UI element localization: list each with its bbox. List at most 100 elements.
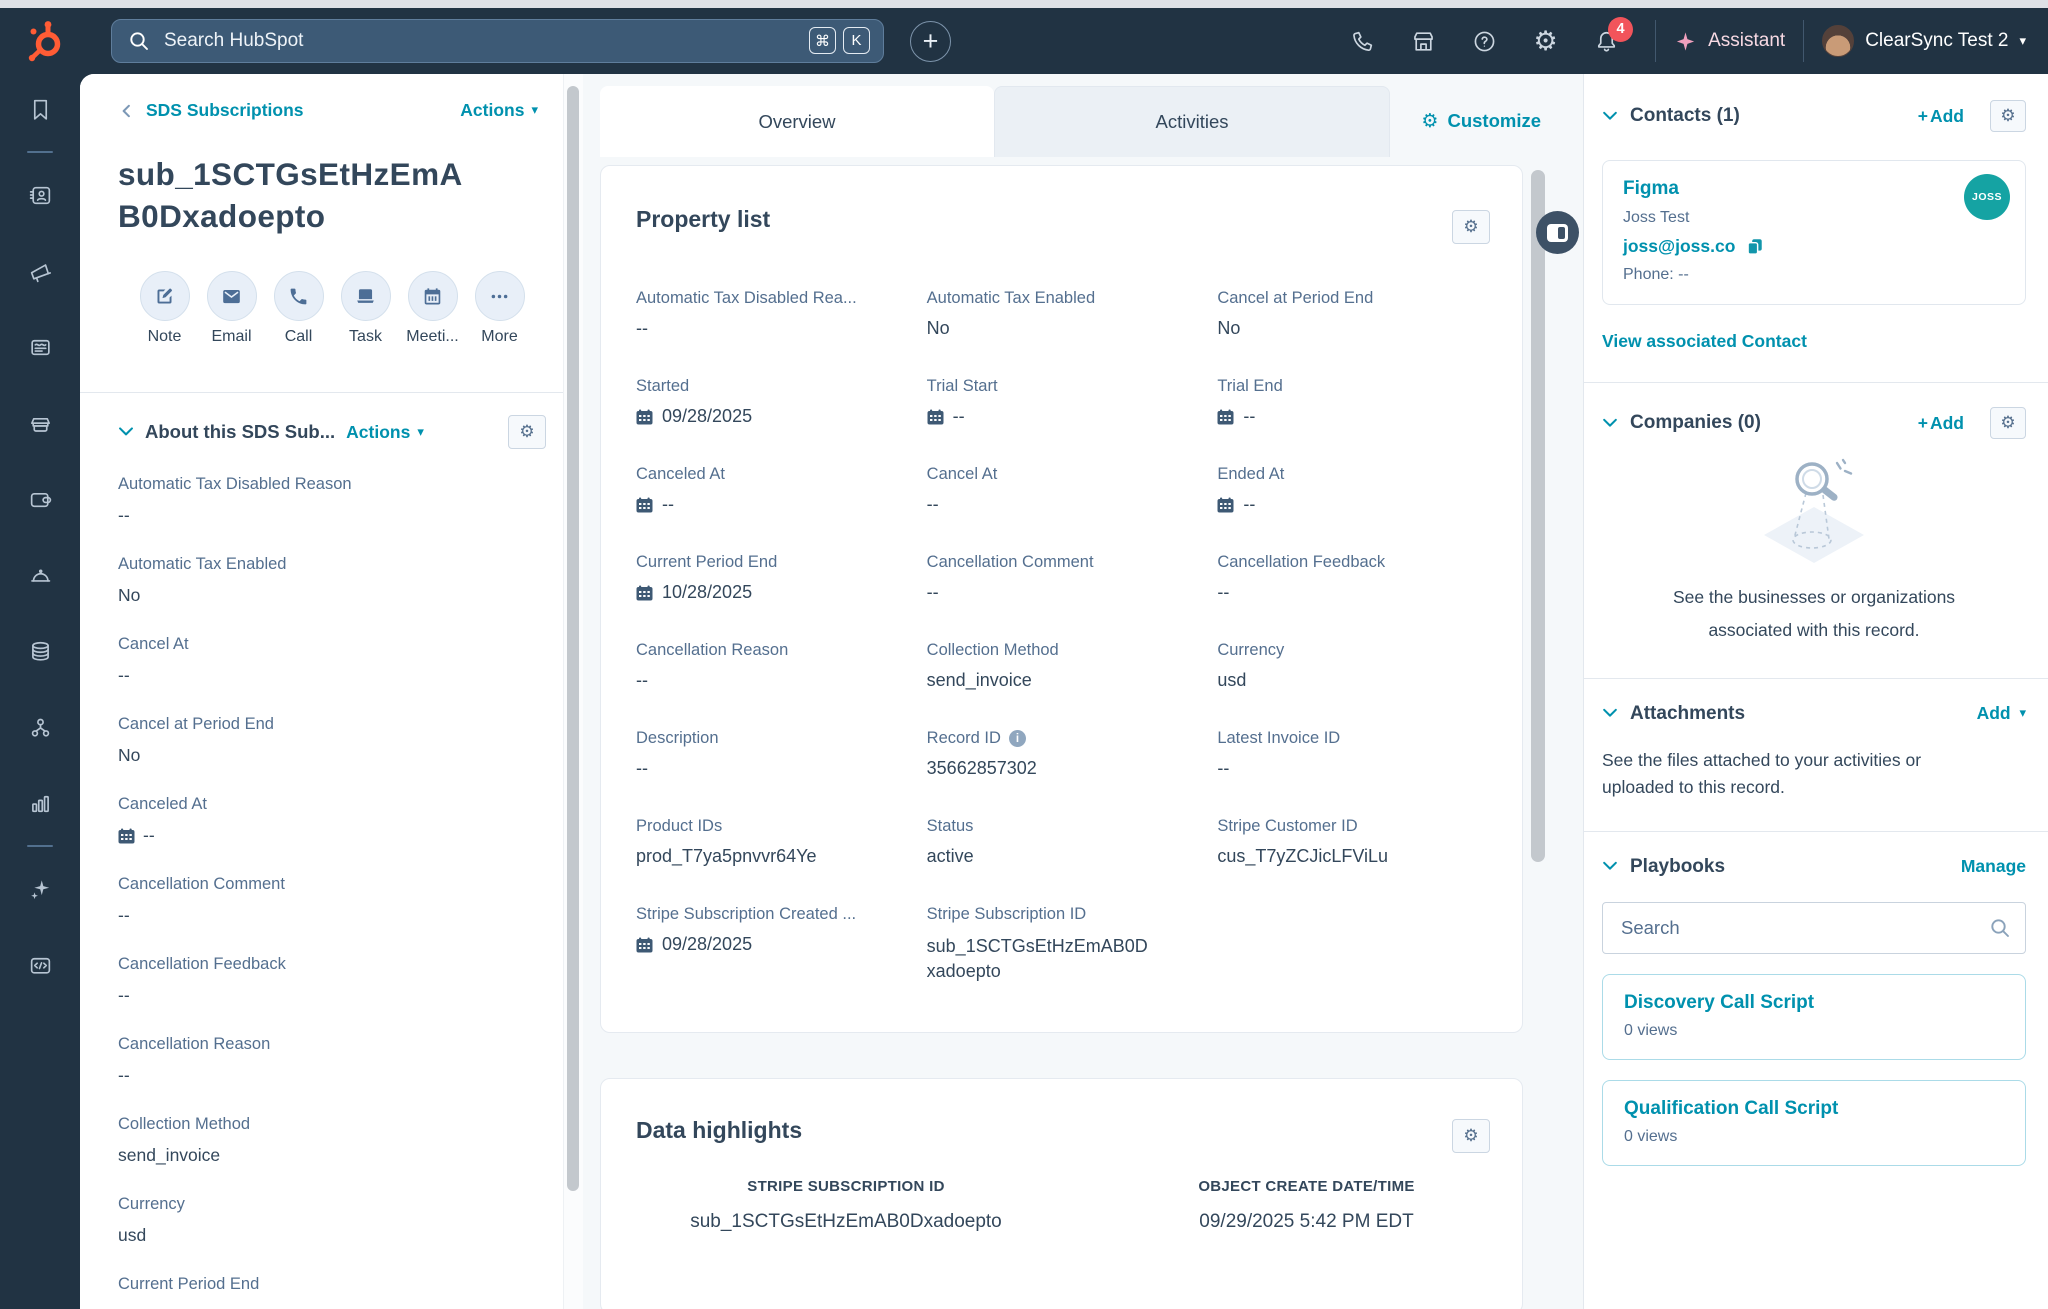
about-title: About this SDS Sub... [145, 421, 336, 443]
content-newsletter-icon[interactable] [28, 334, 53, 360]
chevron-left-icon[interactable] [118, 102, 135, 120]
divider [80, 392, 583, 394]
calendar-icon [636, 497, 653, 512]
property-cell: Cancellation Reason -- [636, 641, 789, 690]
add-company-button[interactable]: + Add [1917, 412, 1964, 433]
help-icon[interactable] [1454, 29, 1515, 54]
property-cell: Currency usd [1217, 641, 1285, 690]
tab-activities[interactable]: Activities [994, 86, 1390, 157]
notification-count-badge: 4 [1608, 16, 1634, 42]
property-cell: Cancellation Feedback -- [1217, 553, 1386, 602]
property-cell: Trial End -- [1217, 377, 1283, 426]
chevron-down-icon[interactable] [1602, 417, 1618, 430]
marketing-megaphone-icon[interactable] [28, 258, 53, 284]
calendar-icon [636, 409, 653, 424]
automations-workflow-icon[interactable] [28, 714, 53, 740]
tab-overview[interactable]: Overview [600, 86, 994, 157]
service-bell-icon[interactable] [28, 562, 53, 588]
contact-card[interactable]: Figma Joss Test joss@joss.co Phone: -- J… [1602, 160, 2026, 305]
crm-contacts-icon[interactable] [28, 182, 53, 208]
calling-icon[interactable] [1332, 29, 1393, 54]
more-button[interactable]: More [473, 271, 526, 346]
property: Cancellation Reason -- [118, 1035, 271, 1086]
add-attachment-button[interactable]: Add ▾ [1976, 703, 2026, 723]
calendar-icon [118, 828, 135, 844]
note-button[interactable]: Note [138, 271, 191, 346]
view-associated-contact-link[interactable]: View associated Contact [1602, 331, 1807, 351]
notifications-bell-icon[interactable]: 4 [1576, 16, 1637, 54]
call-button[interactable]: Call [272, 271, 325, 346]
about-section-header: About this SDS Sub... Actions ▾ ⚙ [118, 415, 546, 450]
email-button[interactable]: Email [205, 271, 258, 346]
divider [1584, 382, 2048, 383]
contact-name-link[interactable]: Figma [1623, 178, 1679, 199]
playbook-card[interactable]: Qualification Call Script 0 views [1602, 1079, 2026, 1166]
contacts-settings-button[interactable]: ⚙ [1990, 100, 2026, 132]
create-button[interactable]: + [910, 20, 951, 62]
record-actions-button[interactable]: Actions ▾ [460, 100, 538, 120]
about-settings-button[interactable]: ⚙ [508, 415, 546, 450]
highlight-item: STRIPE SUBSCRIPTION ID sub_1SCTGsEtHzEmA… [690, 1178, 1002, 1233]
customize-button[interactable]: ⚙ Customize [1421, 110, 1541, 132]
playbook-name-link[interactable]: Discovery Call Script [1624, 991, 1815, 1013]
property: Automatic Tax Enabled No [118, 555, 287, 606]
browser-edge [0, 0, 2048, 8]
property-list-settings-button[interactable]: ⚙ [1452, 210, 1490, 244]
record-tabs: Overview Activities [600, 86, 1390, 157]
data-highlights-card: Data highlights ⚙ STRIPE SUBSCRIPTION ID… [600, 1078, 1523, 1309]
chevron-down-icon[interactable] [1602, 707, 1618, 720]
account-menu[interactable]: ClearSync Test 2 ▾ [1822, 25, 2026, 57]
info-icon[interactable]: i [1008, 730, 1026, 747]
data-highlights-grid: STRIPE SUBSCRIPTION ID sub_1SCTGsEtHzEmA… [601, 1178, 1522, 1233]
ai-sparkle-icon[interactable] [28, 876, 53, 902]
copy-icon[interactable] [1744, 236, 1764, 257]
sparkle-icon [1676, 31, 1695, 51]
commerce-tray-icon[interactable] [28, 410, 53, 436]
about-actions-button[interactable]: Actions ▾ [346, 421, 424, 442]
divider [1584, 830, 2048, 832]
developer-code-icon[interactable] [28, 952, 53, 978]
property: Cancellation Feedback -- [118, 955, 286, 1006]
calendar-icon [636, 937, 653, 952]
data-highlights-settings-button[interactable]: ⚙ [1452, 1119, 1490, 1154]
record-center-panel: Overview Activities ⚙ Customize Property… [583, 74, 1583, 1309]
playbook-name-link[interactable]: Qualification Call Script [1624, 1097, 1839, 1119]
command-key-badge: ⌘ [809, 27, 836, 54]
payments-wallet-icon[interactable] [28, 486, 53, 512]
back-link[interactable]: SDS Subscriptions [146, 100, 304, 120]
playbook-card[interactable]: Discovery Call Script 0 views [1602, 973, 2026, 1060]
meeting-calendar-icon [424, 288, 441, 305]
assistant-label: Assistant [1708, 30, 1786, 51]
contact-email-link[interactable]: joss@joss.co [1623, 236, 1736, 256]
contact-avatar: JOSS [1964, 174, 2010, 220]
bookmarks-icon[interactable] [28, 96, 53, 122]
scrollbar-thumb[interactable] [567, 86, 579, 1191]
settings-gear-icon[interactable]: ⚙ [1533, 25, 1558, 57]
ellipsis-icon [491, 294, 508, 299]
topbar-divider [1803, 20, 1805, 62]
reporting-chart-icon[interactable] [28, 790, 53, 816]
collapse-panel-button[interactable] [1536, 211, 1579, 254]
data-database-icon[interactable] [28, 638, 53, 664]
assistant-button[interactable]: Assistant [1674, 30, 1785, 53]
marketplace-icon[interactable] [1393, 29, 1454, 54]
companies-settings-button[interactable]: ⚙ [1990, 407, 2026, 439]
playbooks-search-input[interactable] [1602, 901, 2026, 954]
property-list-card: Property list ⚙ Automatic Tax Disabled R… [600, 165, 1523, 1034]
hubspot-logo-icon[interactable] [22, 18, 66, 64]
center-scrollbar-thumb[interactable] [1531, 170, 1545, 862]
chevron-down-icon[interactable] [1602, 110, 1618, 123]
chevron-down-icon[interactable] [1602, 860, 1618, 873]
breadcrumb: SDS Subscriptions Actions ▾ [118, 100, 538, 121]
note-icon [157, 288, 173, 304]
property-cell: Automatic Tax Disabled Rea... -- [636, 289, 857, 338]
empty-state-search-illustration [1764, 458, 1864, 563]
meeting-button[interactable]: Meeti... [406, 271, 459, 346]
left-panel-scrollbar[interactable] [563, 74, 583, 1309]
chevron-down-icon[interactable] [118, 425, 134, 439]
task-button[interactable]: Task [339, 271, 392, 346]
manage-playbooks-link[interactable]: Manage [1960, 856, 2026, 877]
search-input[interactable] [111, 19, 884, 63]
account-label: ClearSync Test 2 [1865, 30, 2009, 51]
add-contact-button[interactable]: + Add [1917, 105, 1964, 126]
